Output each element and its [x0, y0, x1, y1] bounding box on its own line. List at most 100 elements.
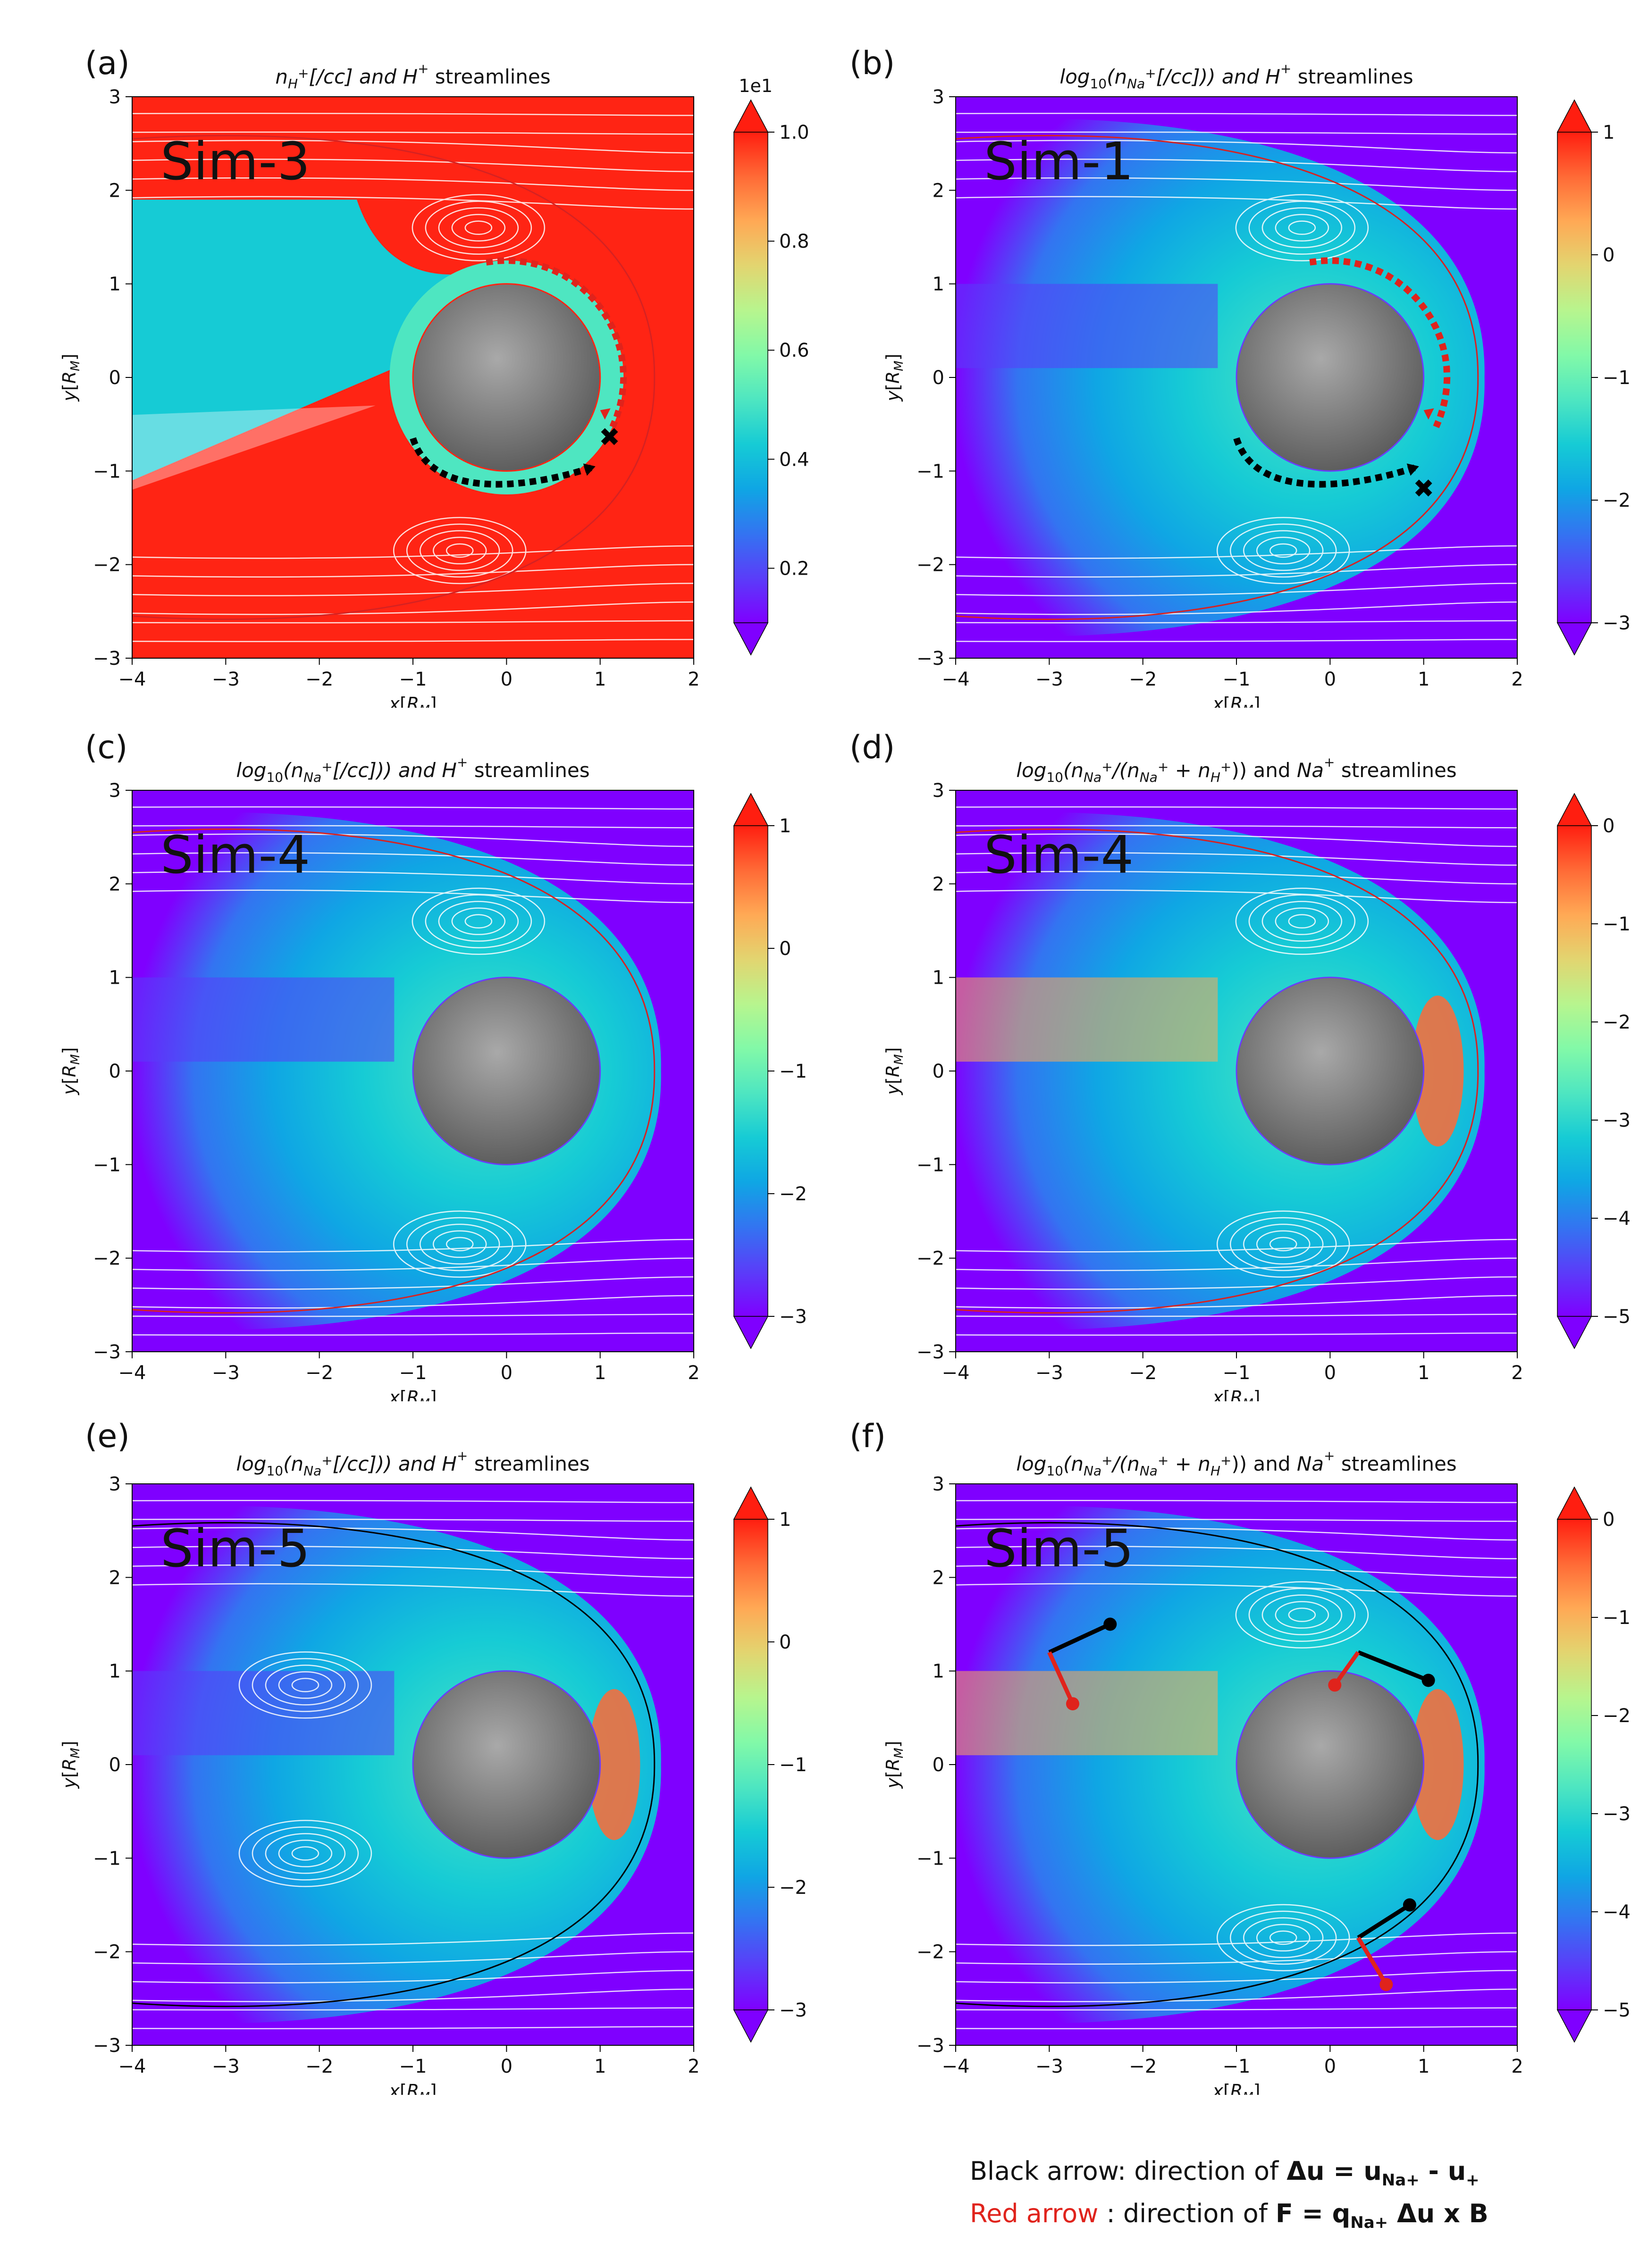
vortex-loop	[1243, 1223, 1324, 1265]
chart-title: log10(nNa+[/cc])) and H+ streamlines	[236, 754, 589, 785]
x-tick-label: −3	[212, 1362, 240, 1384]
vortex-loop	[438, 207, 519, 248]
dayside-enhancement	[1412, 1689, 1464, 1840]
chart-title: log10(nNa+[/cc])) and H+ streamlines	[236, 1448, 589, 1479]
colorbar-tick-label: 0	[1603, 1509, 1614, 1531]
panel-d-chart: Sim-4 log10(nNa+/(nNa+ + nH+)) and Na+ st…	[883, 754, 1631, 1401]
streamline	[956, 1276, 1517, 1290]
vortex-loop	[438, 901, 519, 942]
streamline	[956, 1239, 1517, 1253]
x-tick-label: −1	[1223, 2056, 1251, 2077]
y-tick-label: 2	[109, 1567, 121, 1589]
vortex-loop	[1216, 1904, 1350, 1972]
colorbar-tick-label: −5	[1603, 1306, 1631, 1328]
y-tick-label: 2	[109, 180, 121, 201]
vortex-loop	[1288, 1607, 1316, 1622]
legend-red-formula: F = q	[1275, 2199, 1351, 2228]
x-tick-label: 1	[1418, 669, 1429, 690]
vortex-loop	[265, 1665, 346, 1706]
streamline	[956, 825, 1517, 829]
streamline	[132, 1583, 694, 1597]
y-tick-label: 1	[109, 967, 121, 989]
plot-area	[956, 97, 1517, 658]
streamline	[132, 545, 694, 559]
lobe-region	[132, 200, 451, 481]
x-tick-label: −4	[118, 669, 146, 690]
y-tick-label: 2	[933, 1567, 944, 1589]
vortex-loop	[238, 1820, 372, 1887]
colorbar-extend-min	[1556, 2009, 1592, 2043]
legend-red-rest: : direction of	[1098, 2199, 1276, 2228]
vortex-loop	[291, 1846, 320, 1861]
streamline	[956, 140, 1517, 154]
sheath-region	[132, 812, 661, 1331]
chart-title: log10(nNa+/(nNa+ + nH+)) and Na+ streaml…	[1016, 754, 1456, 785]
streamline	[132, 1951, 694, 1965]
x-tick-label: −1	[399, 2056, 427, 2077]
x-tick-label: −2	[305, 2056, 333, 2077]
vortex-loop	[1216, 517, 1350, 585]
y-tick-label: 0	[109, 1754, 121, 1776]
streamlines	[132, 806, 694, 1336]
streamline	[956, 2007, 1517, 2011]
y-tick-label: 2	[933, 873, 944, 895]
colorbar-tick-label: −3	[779, 2000, 807, 2021]
vortex-loop	[412, 887, 546, 955]
boundary-line	[956, 135, 1479, 620]
streamline	[956, 113, 1517, 116]
panel-e-chart: Sim-5 log10(nNa+[/cc])) and H+ streamline…	[59, 1448, 807, 2095]
vortex-loop	[1269, 1237, 1297, 1252]
boundary-line	[956, 829, 1479, 1314]
x-tick-label: −3	[212, 669, 240, 690]
force-arrow	[1333, 1651, 1360, 1687]
vortex-loop	[393, 1210, 527, 1278]
streamline	[132, 852, 694, 866]
x-tick-label: 0	[1324, 669, 1336, 690]
colorbar-extend-min	[733, 2009, 769, 2043]
x-axis-label: x[RM]	[389, 2081, 437, 2095]
vortex-loop	[1235, 194, 1369, 261]
streamline	[956, 1332, 1517, 1336]
panel-label-a: (a)	[85, 45, 130, 82]
colorbar-tick-label: −2	[1603, 1705, 1631, 1727]
colorbar	[733, 1519, 768, 2010]
x-tick-label: 2	[1511, 2056, 1523, 2077]
legend-black-formula: Δu = u	[1286, 2156, 1382, 2186]
streamline	[132, 177, 694, 191]
vortex-loop	[406, 1217, 513, 1272]
vortex-loop	[1269, 543, 1297, 558]
y-tick-label: 3	[109, 1473, 121, 1495]
x-tick-label: 0	[501, 2056, 513, 2077]
y-tick-label: 0	[109, 367, 121, 389]
tail-band	[132, 977, 395, 1062]
force-arrow	[1356, 1936, 1388, 1986]
vortex-loop	[1256, 1230, 1311, 1258]
colorbar-tick-label: 1	[1603, 122, 1614, 143]
vortex-loop	[1275, 907, 1329, 935]
streamline	[956, 852, 1517, 866]
vortex-loop	[1229, 1910, 1337, 1965]
streamline	[132, 1332, 694, 1336]
x-tick-label: 0	[501, 1362, 513, 1384]
vortex-loop	[1275, 1601, 1329, 1629]
streamline	[956, 1988, 1517, 2002]
tail-band	[956, 977, 1218, 1062]
streamline	[132, 1932, 694, 1946]
vortex-loop	[278, 1840, 333, 1867]
streamline	[132, 2026, 694, 2029]
sim-label: Sim-4	[984, 825, 1134, 885]
streamline	[956, 196, 1517, 210]
force-arrow	[1047, 1651, 1075, 1705]
streamlines	[956, 806, 1517, 1336]
x-tick-label: −4	[942, 2056, 970, 2077]
sheath-region	[956, 118, 1485, 637]
streamline	[132, 1564, 694, 1578]
vortex-loop	[1248, 1588, 1356, 1642]
vortex-loop	[265, 1833, 346, 1874]
panel-c-chart: Sim-4 log10(nNa+[/cc])) and H+ streamline…	[59, 754, 807, 1401]
x-tick-label: −2	[305, 669, 333, 690]
planet-mercury	[412, 283, 601, 472]
vortex-loop	[451, 214, 506, 242]
panel-label-b: (b)	[849, 45, 895, 82]
legend-red-lead: Red arrow	[970, 2199, 1099, 2228]
